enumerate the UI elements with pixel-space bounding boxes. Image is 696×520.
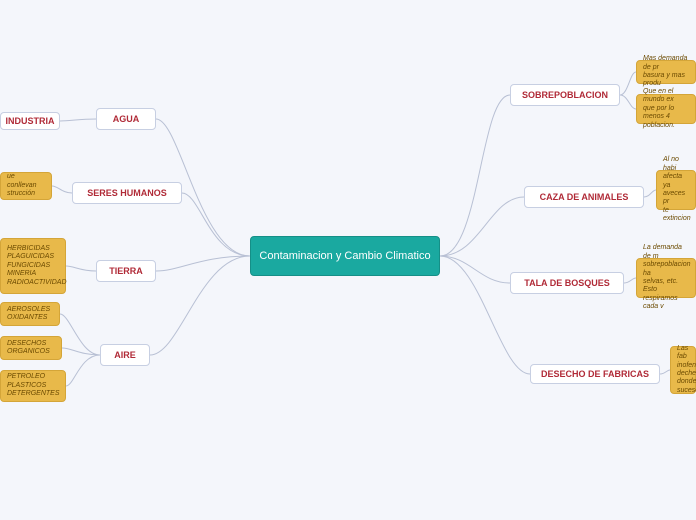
leaf-label: La demanda de m sobrepoblacion ha selvas… [643, 244, 690, 311]
branch-tierra[interactable]: TIERRA [96, 260, 156, 282]
branch-agua[interactable]: AGUA [96, 108, 156, 130]
branch-tala[interactable]: TALA DE BOSQUES [510, 272, 624, 294]
center-label: Contaminacion y Cambio Climatico [259, 249, 430, 263]
leaf-label: Al no habi afecta ya aveces pr te extinc… [663, 156, 691, 223]
leaf-label: ue conllevan strucción [7, 173, 45, 198]
leaf-label: DESECHOS ORGANICOS [7, 340, 50, 357]
leaf-label: HERBICIDAS PLAGUICIDAS FUNGICIDAS MINERI… [7, 245, 67, 287]
leaf-aire-4[interactable]: DESECHOS ORGANICOS [0, 336, 62, 360]
branch-label: AIRE [114, 350, 136, 360]
leaf-sobrep-7[interactable]: Que en el mundo ex que por lo menos 4 po… [636, 94, 696, 124]
leaf-tierra-2[interactable]: HERBICIDAS PLAGUICIDAS FUNGICIDAS MINERI… [0, 238, 66, 294]
branch-label: DESECHO DE FABRICAS [541, 369, 649, 379]
branch-label: SERES HUMANOS [87, 188, 167, 198]
leaf-caza-8[interactable]: Al no habi afecta ya aveces pr te extinc… [656, 170, 696, 210]
branch-caza[interactable]: CAZA DE ANIMALES [524, 186, 644, 208]
branch-sobrep[interactable]: SOBREPOBLACION [510, 84, 620, 106]
leaf-seres-1[interactable]: ue conllevan strucción [0, 172, 52, 200]
leaf-label: PETROLEO PLASTICOS DETERGENTES [7, 373, 60, 398]
branch-aire[interactable]: AIRE [100, 344, 150, 366]
leaf-label: INDUSTRIA [6, 116, 55, 126]
leaf-label: AEROSOLES OXIDANTES [7, 306, 50, 323]
leaf-aire-5[interactable]: PETROLEO PLASTICOS DETERGENTES [0, 370, 66, 402]
leaf-tala-9[interactable]: La demanda de m sobrepoblacion ha selvas… [636, 258, 696, 298]
branch-label: SOBREPOBLACION [522, 90, 608, 100]
leaf-agua-0[interactable]: INDUSTRIA [0, 112, 60, 130]
branch-seres[interactable]: SERES HUMANOS [72, 182, 182, 204]
branch-desecho[interactable]: DESECHO DE FABRICAS [530, 364, 660, 384]
leaf-aire-3[interactable]: AEROSOLES OXIDANTES [0, 302, 60, 326]
leaf-sobrep-6[interactable]: Mas demanda de pr basura y mas produ [636, 60, 696, 84]
branch-label: TALA DE BOSQUES [524, 278, 610, 288]
branch-label: CAZA DE ANIMALES [540, 192, 629, 202]
leaf-label: Que en el mundo ex que por lo menos 4 po… [643, 88, 689, 130]
branch-label: TIERRA [109, 266, 143, 276]
leaf-desecho-10[interactable]: Las fab inofens deches donde suceso [670, 346, 696, 394]
center-node[interactable]: Contaminacion y Cambio Climatico [250, 236, 440, 276]
leaf-label: Mas demanda de pr basura y mas produ [643, 55, 689, 89]
leaf-label: Las fab inofens deches donde suceso [677, 345, 696, 395]
branch-label: AGUA [113, 114, 140, 124]
